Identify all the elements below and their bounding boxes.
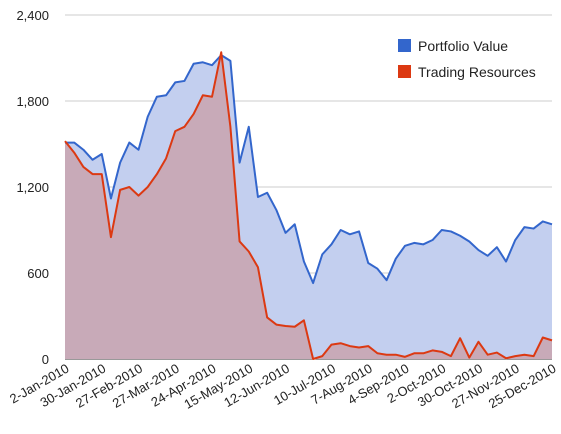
y-tick-label: 1,800 (16, 94, 49, 109)
legend-swatch (398, 39, 411, 52)
legend-label: Trading Resources (418, 64, 536, 80)
legend-label: Portfolio Value (418, 38, 508, 54)
y-tick-label: 2,400 (16, 8, 49, 23)
legend: Portfolio Value Trading Resources (398, 38, 536, 80)
legend-swatch (398, 65, 411, 78)
y-tick-label: 600 (27, 266, 49, 281)
series-line-trading-resources (64, 51, 553, 360)
line-layer (64, 51, 553, 360)
y-tick-label: 1,200 (16, 180, 49, 195)
y-tick-label: 0 (42, 352, 49, 367)
area-layer (65, 52, 552, 360)
series-area-trading-resources (65, 52, 552, 360)
series-line-portfolio-value (65, 54, 553, 285)
